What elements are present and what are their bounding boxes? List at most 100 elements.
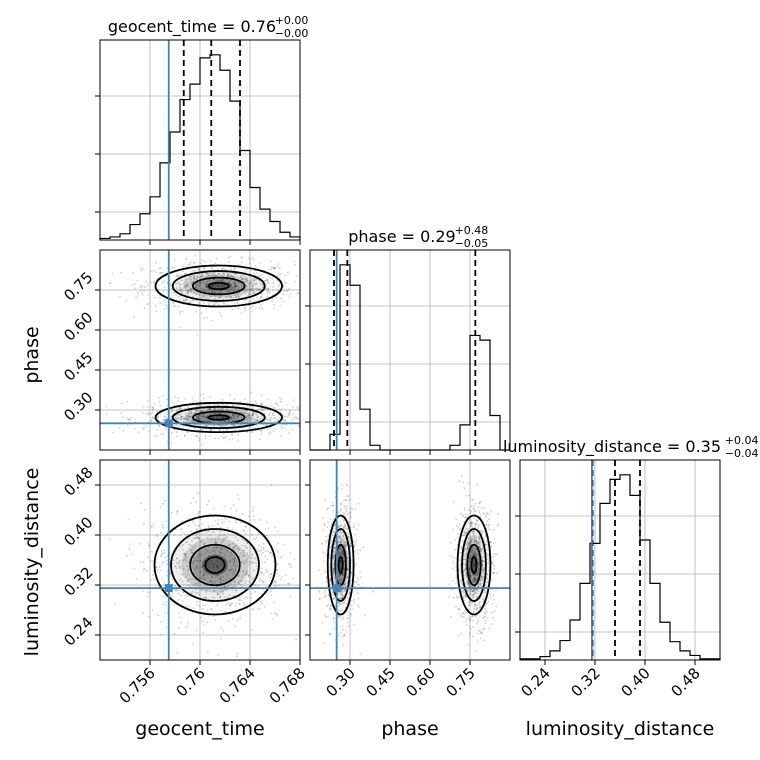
contour-luminosity_distance-vs-phase-point [487,600,490,603]
contour-luminosity_distance-vs-phase-point [484,607,486,610]
contour-phase-vs-geocent_time-point [231,434,233,436]
contour-phase-vs-geocent_time-point [248,293,251,296]
contour-phase-vs-geocent_time-point [244,412,247,415]
contour-phase-vs-geocent_time-point [190,289,193,291]
contour-phase-vs-geocent_time-point [185,257,188,260]
contour-luminosity_distance-vs-phase-point [469,619,471,621]
contour-luminosity_distance-vs-geocent_time-point [190,549,193,552]
contour-phase-vs-geocent_time-point [260,295,262,298]
contour-phase-vs-geocent_time-point [142,428,145,430]
contour-luminosity_distance-vs-phase-point [459,527,462,530]
contour-luminosity_distance-vs-geocent_time-point [169,573,172,576]
contour-phase-vs-geocent_time-point [234,284,237,287]
contour-phase-vs-geocent_time-point [199,262,202,264]
contour-luminosity_distance-vs-phase-point [496,553,499,556]
contour-luminosity_distance-vs-phase-point [324,615,327,618]
contour-luminosity_distance-vs-geocent_time-point [160,621,162,623]
contour-luminosity_distance-vs-geocent_time-point [223,505,226,508]
hist-luminosity_distance-title-sub: −0.04 [725,447,759,460]
contour-phase-vs-geocent_time-point [156,410,159,412]
contour-luminosity_distance-vs-geocent_time-point [164,552,166,554]
contour-phase-vs-geocent_time-point [295,275,298,277]
contour-luminosity_distance-vs-geocent_time-point [244,573,247,576]
contour-luminosity_distance-vs-phase-point [338,604,341,606]
contour-phase-vs-geocent_time-point [184,434,186,437]
contour-luminosity_distance-vs-geocent_time-point [184,554,187,556]
contour-phase-vs-geocent_time-point [223,286,226,288]
contour-luminosity_distance-vs-phase-point [346,532,349,535]
contour-phase-vs-geocent_time-point [180,287,183,290]
contour-phase-vs-geocent_time-point [234,285,237,288]
contour-luminosity_distance-vs-geocent_time-point [253,538,255,540]
contour-luminosity_distance-vs-phase-point [465,620,467,623]
contour-phase-vs-geocent_time-point [244,299,247,302]
contour-phase-vs-geocent_time-point [321,419,323,421]
contour-phase-vs-geocent_time-point [230,268,233,271]
contour-luminosity_distance-vs-phase-point [345,546,347,548]
contour-luminosity_distance-vs-geocent_time-point [211,575,213,578]
contour-luminosity_distance-vs-geocent_time-point [218,534,221,536]
contour-phase-vs-geocent_time-point [220,284,223,286]
contour-luminosity_distance-vs-phase-point [459,551,462,554]
contour-luminosity_distance-vs-phase-point [454,548,456,551]
contour-phase-vs-geocent_time-point [179,419,182,422]
contour-luminosity_distance-vs-geocent_time-point [199,560,201,562]
contour-phase-vs-geocent_time-point [125,299,127,302]
contour-luminosity_distance-vs-geocent_time-point [184,552,186,555]
contour-phase-vs-geocent_time-point [175,431,178,434]
contour-phase-vs-geocent_time-point [269,411,271,414]
contour-luminosity_distance-vs-phase-point [324,552,326,554]
contour-phase-vs-geocent_time-point [187,419,190,422]
contour-luminosity_distance-vs-geocent_time-point [271,554,274,557]
contour-phase-vs-geocent_time-point [222,272,225,275]
contour-luminosity_distance-vs-phase-point [342,556,345,559]
contour-phase-vs-geocent_time-point [239,263,241,266]
contour-luminosity_distance-vs-geocent_time-point [230,551,232,554]
contour-phase-vs-geocent_time-point [193,277,196,280]
contour-phase-vs-geocent_time-point [147,293,149,296]
contour-phase-vs-geocent_time-point [272,406,275,409]
contour-luminosity_distance-vs-geocent_time-point [198,511,200,513]
contour-phase-vs-geocent_time-point [236,295,239,298]
contour-phase-vs-geocent_time-point [191,397,194,400]
contour-phase-vs-geocent_time-point [188,414,191,417]
contour-phase-vs-geocent_time-point [245,284,248,287]
contour-phase-vs-geocent_time-point [131,284,134,286]
contour-luminosity_distance-vs-phase-point [472,610,475,613]
contour-luminosity_distance-vs-geocent_time-point [143,567,146,570]
contour-luminosity_distance-vs-geocent_time-point [222,539,225,541]
contour-luminosity_distance-vs-phase-point [350,562,353,564]
contour-luminosity_distance-vs-phase-point [470,601,472,604]
contour-phase-vs-geocent_time-point [210,274,212,277]
contour-luminosity_distance-vs-geocent_time-point [264,550,267,552]
contour-phase-vs-geocent_time-point [213,278,216,281]
contour-luminosity_distance-vs-phase-point [348,593,350,595]
contour-phase-vs-geocent_time-point [217,417,220,420]
contour-phase-vs-geocent_time-point [201,259,204,262]
contour-phase-vs-geocent_time-point [248,288,251,290]
contour-luminosity_distance-vs-phase-point [343,544,345,547]
contour-luminosity_distance-vs-phase-point [482,513,485,516]
contour-luminosity_distance-vs-geocent_time-point [225,565,227,568]
contour-luminosity_distance-vs-geocent_time-point [180,528,183,531]
contour-phase-vs-geocent_time-point [175,415,177,417]
contour-luminosity_distance-vs-phase-point [338,531,341,534]
contour-phase-vs-geocent_time-point [196,333,199,336]
contour-phase-vs-geocent_time-point [186,417,189,420]
contour-luminosity_distance-vs-geocent_time-point [207,500,210,503]
contour-luminosity_distance-vs-geocent_time-point [202,577,205,579]
contour-phase-vs-geocent_time-point [158,297,161,299]
contour-luminosity_distance-vs-geocent_time-point [231,602,234,605]
contour-phase-vs-geocent_time-point [199,410,202,413]
contour-phase-vs-geocent_time-point [215,289,218,292]
contour-phase-vs-geocent_time-point [185,279,187,282]
contour-phase-vs-geocent_time-point [193,291,196,294]
contour-phase-vs-geocent_time-contour-0-3 [207,281,230,291]
contour-luminosity_distance-vs-geocent_time-point [177,598,180,601]
contour-luminosity_distance-vs-geocent_time-point [235,570,237,572]
contour-luminosity_distance-vs-phase-point [452,567,454,570]
contour-luminosity_distance-vs-phase-point [342,574,344,577]
contour-phase-vs-geocent_time-point [277,285,280,287]
contour-phase-vs-geocent_time-point [150,412,153,415]
